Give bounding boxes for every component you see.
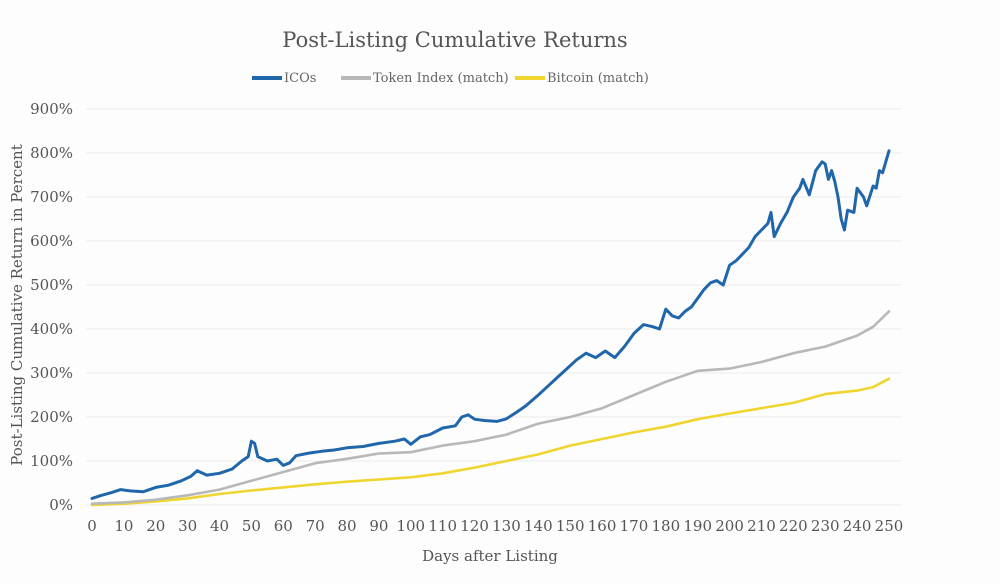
y-tick-label: 700% — [30, 188, 73, 206]
x-tick-label: 0 — [87, 517, 97, 535]
y-tick-label: 300% — [30, 364, 73, 382]
x-tick-label: 240 — [843, 517, 872, 535]
x-tick-label: 30 — [178, 517, 197, 535]
series-line-bitcoin-match — [90, 377, 891, 507]
x-tick-label: 140 — [524, 517, 553, 535]
x-tick-label: 90 — [369, 517, 388, 535]
x-tick-label: 190 — [683, 517, 712, 535]
y-axis-label: Post-Listing Cumulative Return in Percen… — [8, 144, 26, 465]
x-tick-label: 40 — [210, 517, 229, 535]
x-tick-label: 180 — [652, 517, 681, 535]
x-axis: 0 10 20 30 40 50 60 70 80 90 100 110 120 130 140 150 160… — [87, 517, 903, 535]
x-tick-label: 120 — [460, 517, 489, 535]
x-tick-label: 70 — [306, 517, 325, 535]
x-tick-label: 50 — [242, 517, 261, 535]
y-tick-label: 200% — [30, 408, 73, 426]
y-tick-label: 0% — [49, 496, 73, 514]
chart-title: Post-Listing Cumulative Returns — [282, 28, 627, 52]
legend-label-token-index: Token Index (match) — [373, 71, 509, 86]
series-line-token-index-match — [90, 310, 891, 505]
x-tick-label: 230 — [811, 517, 840, 535]
x-tick-label: 80 — [337, 517, 356, 535]
y-tick-label: 400% — [30, 320, 73, 338]
legend: ICOs Token Index (match) Bitcoin (match) — [252, 71, 649, 86]
legend-label-bitcoin: Bitcoin (match) — [547, 71, 649, 86]
x-tick-label: 170 — [620, 517, 649, 535]
x-tick-label: 210 — [747, 517, 776, 535]
x-tick-label: 200 — [715, 517, 744, 535]
x-tick-label: 250 — [875, 517, 904, 535]
legend-label-icos: ICOs — [284, 71, 316, 86]
x-tick-label: 150 — [556, 517, 585, 535]
grid — [86, 108, 901, 506]
x-tick-label: 10 — [114, 517, 133, 535]
x-tick-label: 60 — [274, 517, 293, 535]
x-tick-label: 160 — [588, 517, 617, 535]
y-tick-label: 100% — [30, 452, 73, 470]
y-tick-label: 500% — [30, 276, 73, 294]
x-tick-label: 100 — [396, 517, 425, 535]
y-tick-label: 900% — [30, 100, 73, 118]
x-tick-label: 110 — [428, 517, 457, 535]
x-tick-label: 20 — [146, 517, 165, 535]
y-axis: 0% 100% 200% 300% 400% 500% 600% 700% 800% 900% — [30, 100, 73, 514]
series-line-icos — [90, 149, 891, 500]
y-tick-label: 800% — [30, 144, 73, 162]
x-tick-label: 130 — [492, 517, 521, 535]
series — [90, 149, 891, 507]
x-axis-label: Days after Listing — [422, 547, 558, 565]
y-tick-label: 600% — [30, 232, 73, 250]
x-tick-label: 220 — [779, 517, 808, 535]
